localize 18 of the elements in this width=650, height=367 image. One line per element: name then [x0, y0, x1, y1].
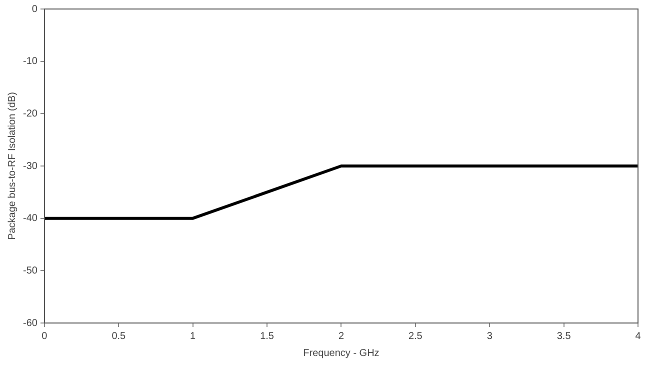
x-axis-title: Frequency - GHz	[303, 348, 380, 359]
x-tick-label: 0.5	[112, 330, 126, 342]
x-tick-label: 2	[338, 330, 344, 342]
y-tick-label: -30	[23, 160, 38, 172]
x-tick-label: 3.5	[556, 330, 572, 342]
x-tick-label: 2.5	[408, 330, 423, 342]
y-axis-title: Package bus-to-RF Isolation (dB)	[6, 92, 18, 240]
x-tick-label: 1.5	[260, 330, 274, 342]
y-tick-label: -10	[23, 56, 38, 68]
y-tick-label: -60	[23, 318, 38, 329]
y-tick-label: -50	[23, 265, 38, 276]
x-tick-label: 3	[486, 330, 493, 342]
y-tick-label: -40	[23, 213, 38, 224]
y-tick-label: -20	[23, 108, 38, 120]
y-tick-label: 0	[32, 4, 38, 15]
x-tick-label: 0	[42, 330, 48, 342]
x-tick-label: 4	[635, 330, 642, 342]
x-tick-label: 1	[190, 330, 196, 342]
